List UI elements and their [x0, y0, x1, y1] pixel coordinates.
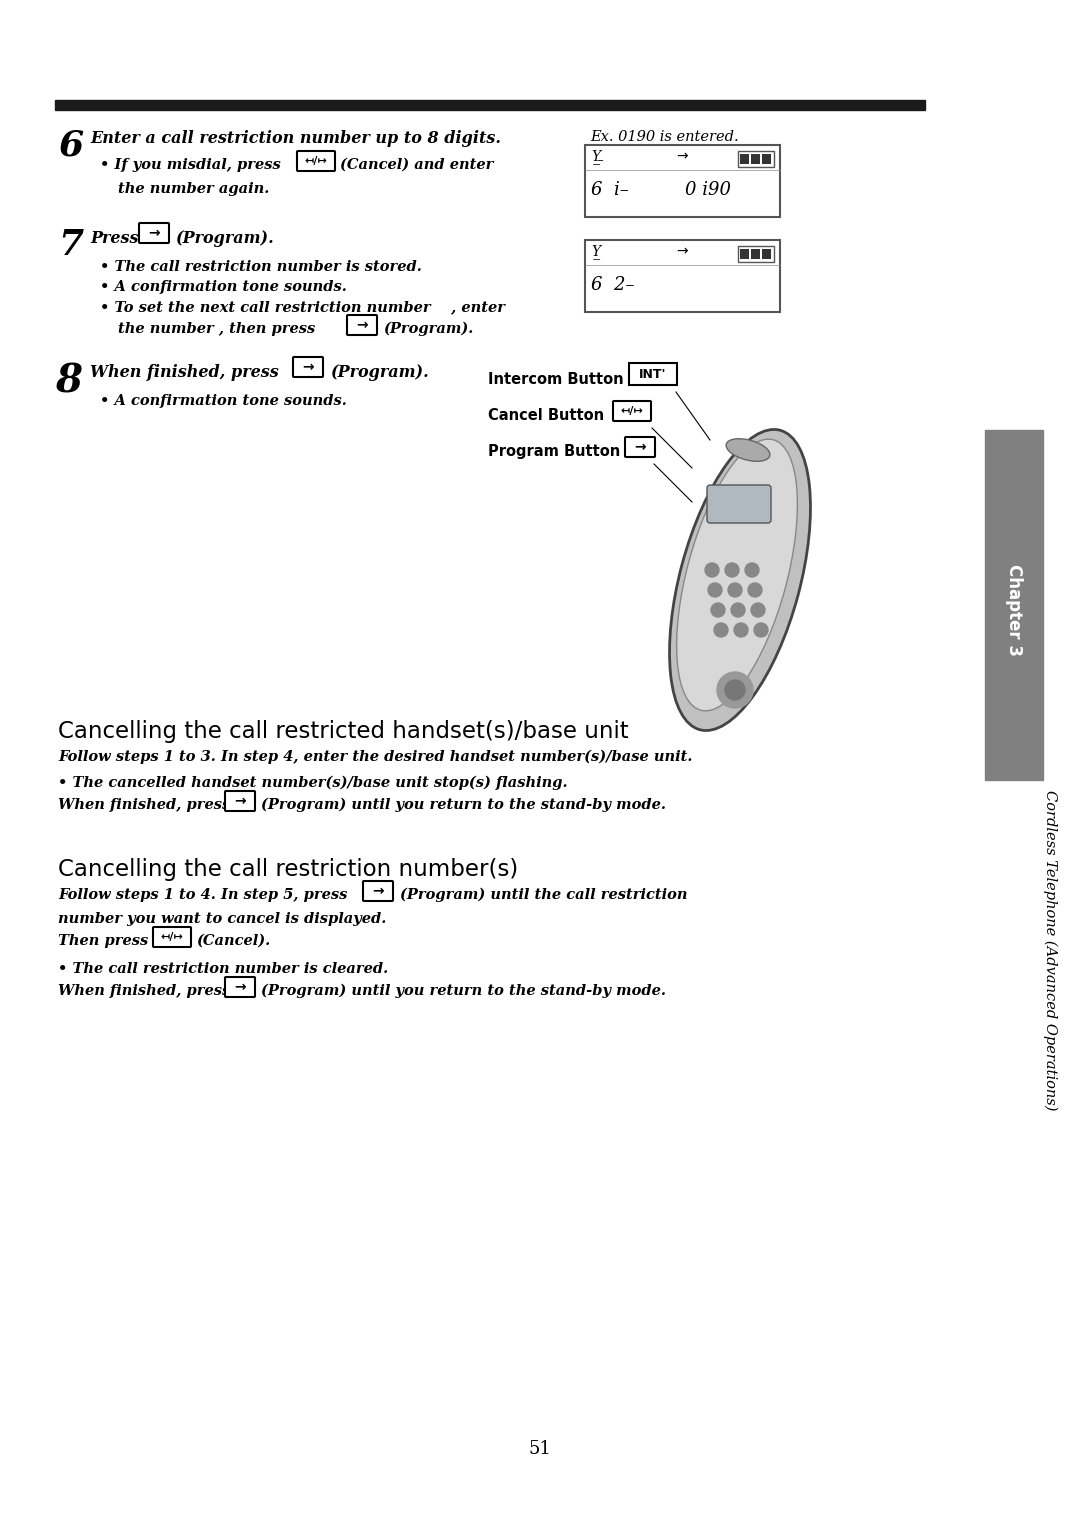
Text: Y̲: Y̲	[591, 150, 600, 163]
Text: the number again.: the number again.	[118, 182, 269, 196]
Circle shape	[748, 584, 762, 597]
Bar	[738, 151, 774, 167]
Bar	[751, 249, 760, 260]
Text: • To set the next call restriction number    , enter: • To set the next call restriction numbe…	[100, 299, 505, 313]
Bar	[751, 154, 760, 163]
Text: Y̲: Y̲	[591, 244, 600, 258]
Text: • A confirmation tone sounds.: • A confirmation tone sounds.	[100, 280, 347, 293]
Text: Program Button: Program Button	[488, 445, 620, 458]
Text: • The cancelled handset number(s)/base unit stop(s) flashing.: • The cancelled handset number(s)/base u…	[58, 776, 568, 790]
Text: 6: 6	[58, 128, 83, 162]
Ellipse shape	[670, 429, 810, 730]
Circle shape	[728, 584, 742, 597]
Circle shape	[714, 623, 728, 637]
FancyBboxPatch shape	[225, 792, 255, 811]
Text: Cancel Button: Cancel Button	[488, 408, 604, 423]
Text: • If you misdial, press: • If you misdial, press	[100, 157, 281, 173]
Circle shape	[708, 584, 723, 597]
Bar	[585, 240, 780, 312]
Text: ↤/↦: ↤/↦	[621, 406, 644, 416]
Text: (Program).: (Program).	[175, 231, 273, 248]
Text: • The call restriction number is cleared.: • The call restriction number is cleared…	[58, 963, 388, 976]
FancyBboxPatch shape	[293, 358, 323, 377]
Text: →: →	[676, 244, 688, 258]
Circle shape	[745, 562, 759, 578]
FancyBboxPatch shape	[707, 484, 771, 523]
Text: →: →	[234, 979, 246, 995]
Circle shape	[731, 604, 745, 617]
Text: 6  2–: 6 2–	[591, 277, 635, 293]
Text: (Program) until you return to the stand-by mode.: (Program) until you return to the stand-…	[261, 984, 666, 998]
Bar	[585, 145, 780, 217]
FancyBboxPatch shape	[347, 315, 377, 335]
Text: Cancelling the call restriction number(s): Cancelling the call restriction number(s…	[58, 859, 518, 882]
FancyBboxPatch shape	[225, 976, 255, 996]
Text: (Program).: (Program).	[330, 364, 429, 380]
Text: When finished, press: When finished, press	[58, 984, 230, 998]
Text: (Cancel).: (Cancel).	[195, 934, 270, 947]
Text: the number , then press: the number , then press	[118, 322, 315, 336]
Text: Intercom Button: Intercom Button	[488, 371, 623, 387]
Text: (Program).: (Program).	[383, 322, 473, 336]
Circle shape	[734, 623, 748, 637]
Text: Follow steps 1 to 4. In step 5, press: Follow steps 1 to 4. In step 5, press	[58, 888, 348, 902]
Text: →: →	[302, 361, 314, 374]
Text: Follow steps 1 to 3. In step 4, enter the desired handset number(s)/base unit.: Follow steps 1 to 3. In step 4, enter th…	[58, 750, 692, 764]
FancyBboxPatch shape	[139, 223, 168, 243]
Text: 0 i90: 0 i90	[685, 180, 731, 199]
Text: 8: 8	[55, 362, 82, 400]
Circle shape	[711, 604, 725, 617]
FancyBboxPatch shape	[153, 927, 191, 947]
Text: (Program) until you return to the stand-by mode.: (Program) until you return to the stand-…	[261, 798, 666, 813]
FancyBboxPatch shape	[613, 400, 651, 422]
Text: 7: 7	[58, 228, 83, 261]
Ellipse shape	[677, 439, 797, 711]
Text: number you want to cancel is displayed.: number you want to cancel is displayed.	[58, 912, 387, 926]
Circle shape	[754, 623, 768, 637]
Text: Enter a call restriction number up to 8 digits.: Enter a call restriction number up to 8 …	[90, 130, 501, 147]
Text: ↤/↦: ↤/↦	[161, 932, 184, 941]
Text: • The call restriction number is stored.: • The call restriction number is stored.	[100, 260, 422, 274]
FancyBboxPatch shape	[629, 364, 677, 385]
Bar	[738, 246, 774, 261]
Text: 6  i–: 6 i–	[591, 180, 629, 199]
Bar	[55, 99, 924, 110]
Circle shape	[705, 562, 719, 578]
Text: →: →	[676, 150, 688, 163]
Bar	[740, 154, 750, 163]
Circle shape	[717, 672, 753, 707]
Text: When finished, press: When finished, press	[58, 798, 230, 811]
Bar	[985, 429, 1043, 779]
Text: Then press: Then press	[58, 934, 148, 947]
Bar	[740, 249, 750, 260]
Text: →: →	[373, 885, 383, 898]
Text: Ex. 0190 is entered.: Ex. 0190 is entered.	[590, 130, 739, 144]
Text: 51: 51	[528, 1439, 552, 1458]
Text: →: →	[634, 440, 646, 454]
Text: (Cancel) and enter: (Cancel) and enter	[340, 157, 494, 173]
Circle shape	[725, 562, 739, 578]
Text: When finished, press: When finished, press	[90, 364, 279, 380]
Circle shape	[725, 680, 745, 700]
Text: Chapter 3: Chapter 3	[1005, 564, 1023, 656]
Text: INT': INT'	[639, 368, 666, 380]
Text: • A confirmation tone sounds.: • A confirmation tone sounds.	[100, 394, 347, 408]
Text: →: →	[356, 318, 368, 332]
Text: →: →	[234, 795, 246, 808]
FancyBboxPatch shape	[363, 882, 393, 902]
Bar	[762, 249, 771, 260]
Ellipse shape	[726, 439, 770, 461]
Text: ↤/↦: ↤/↦	[305, 156, 327, 167]
Circle shape	[751, 604, 765, 617]
Text: Cancelling the call restricted handset(s)/base unit: Cancelling the call restricted handset(s…	[58, 720, 629, 743]
FancyBboxPatch shape	[297, 151, 335, 171]
FancyBboxPatch shape	[625, 437, 654, 457]
Text: →: →	[148, 226, 160, 240]
Text: Cordless Telephone (Advanced Operations): Cordless Telephone (Advanced Operations)	[1043, 790, 1057, 1111]
Bar	[762, 154, 771, 163]
Text: (Program) until the call restriction: (Program) until the call restriction	[400, 888, 688, 903]
Text: Press: Press	[90, 231, 138, 248]
